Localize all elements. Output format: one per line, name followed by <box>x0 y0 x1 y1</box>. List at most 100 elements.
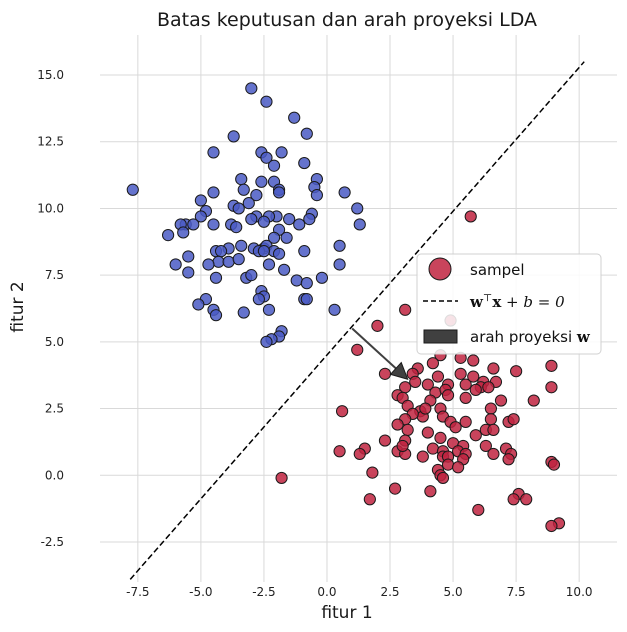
x-tick-label: 10.0 <box>566 585 593 599</box>
data-point <box>257 215 271 228</box>
boundary-line <box>129 61 585 580</box>
series-class-a <box>126 82 366 348</box>
data-point <box>472 503 485 517</box>
data-point <box>336 405 349 418</box>
data-point <box>507 493 520 506</box>
chart-title: Batas keputusan dan arah proyeksi LDA <box>157 9 537 31</box>
data-point <box>424 485 437 498</box>
data-point <box>275 146 288 159</box>
legend-marker-arrow <box>423 329 458 344</box>
x-axis-label: fitur 1 <box>321 603 372 623</box>
data-point <box>421 426 434 439</box>
data-point <box>328 303 341 316</box>
data-point <box>366 466 379 479</box>
data-point <box>434 431 447 445</box>
data-point <box>192 298 205 311</box>
legend: sampel w⊤x + b = 0 arah proyeksi w <box>416 253 602 355</box>
data-point <box>255 175 268 188</box>
data-point <box>363 493 376 506</box>
data-point <box>209 271 223 284</box>
data-point <box>272 247 286 260</box>
data-point <box>182 250 195 263</box>
legend-label-boundary: w⊤x + b = 0 <box>469 293 565 311</box>
data-point <box>441 389 455 402</box>
data-point <box>275 471 288 485</box>
y-axis-label: fitur 2 <box>8 281 28 332</box>
data-point <box>479 439 492 453</box>
x-tick-label: -5.0 <box>189 585 212 599</box>
data-point <box>194 210 207 223</box>
data-point <box>502 453 515 466</box>
data-point <box>333 239 346 252</box>
data-point <box>545 359 558 372</box>
y-tick-label: 2.5 <box>45 402 64 416</box>
data-point <box>545 519 558 533</box>
data-point <box>487 447 500 461</box>
data-point <box>207 146 220 159</box>
data-point <box>469 429 482 442</box>
data-point <box>262 258 276 271</box>
data-point <box>482 381 495 394</box>
data-point <box>260 335 273 348</box>
data-point <box>436 471 450 485</box>
data-point <box>449 421 462 434</box>
x-tick-label: 5.0 <box>444 585 463 599</box>
data-point <box>421 378 434 391</box>
data-point <box>260 95 273 108</box>
data-point <box>441 458 455 471</box>
data-point <box>222 255 235 268</box>
data-point <box>242 197 255 210</box>
legend-marker-sample <box>428 257 452 281</box>
arrow-shaft <box>351 327 397 370</box>
data-point <box>426 442 439 455</box>
data-point <box>290 274 303 287</box>
data-point <box>487 423 500 437</box>
y-tick-label: 15.0 <box>37 68 64 82</box>
data-point <box>257 245 271 258</box>
x-tick-label: 7.5 <box>507 585 526 599</box>
data-point <box>300 293 313 306</box>
data-point <box>237 306 250 319</box>
data-point <box>202 258 215 271</box>
data-point <box>278 263 291 276</box>
data-point <box>187 218 200 231</box>
data-point <box>391 418 404 431</box>
data-point <box>262 303 276 316</box>
projection-arrow <box>351 327 409 380</box>
y-tick-label: 7.5 <box>45 268 64 282</box>
data-point <box>378 367 392 380</box>
data-point <box>280 231 293 244</box>
y-tick-label: -2.5 <box>41 535 64 549</box>
data-point <box>315 271 329 284</box>
data-point <box>426 357 439 370</box>
data-point <box>333 445 346 458</box>
data-point <box>459 415 472 429</box>
data-point <box>227 130 240 143</box>
data-point <box>126 183 139 196</box>
data-point <box>267 159 281 172</box>
data-point <box>298 156 311 170</box>
data-point <box>252 293 265 306</box>
data-point <box>431 370 445 383</box>
data-point <box>333 258 346 271</box>
data-point <box>214 245 228 258</box>
y-tick-labels: -2.5 0.0 2.5 5.0 7.5 10.0 12.5 15.0 <box>37 68 64 549</box>
data-point <box>484 413 498 426</box>
data-point <box>169 258 182 271</box>
data-point <box>272 186 286 199</box>
data-point <box>396 439 409 453</box>
data-point <box>527 394 540 407</box>
data-point <box>288 111 301 124</box>
data-point <box>399 303 412 316</box>
data-point <box>230 221 243 234</box>
data-point <box>293 218 306 231</box>
data-point <box>209 309 223 322</box>
data-point <box>161 229 175 242</box>
data-point <box>371 319 384 332</box>
data-point <box>419 402 432 415</box>
legend-label-sample: sampel <box>470 261 525 279</box>
data-point <box>237 183 250 196</box>
data-point <box>235 239 248 252</box>
x-tick-label: 2.5 <box>380 585 399 599</box>
y-tick-label: 12.5 <box>37 135 64 149</box>
